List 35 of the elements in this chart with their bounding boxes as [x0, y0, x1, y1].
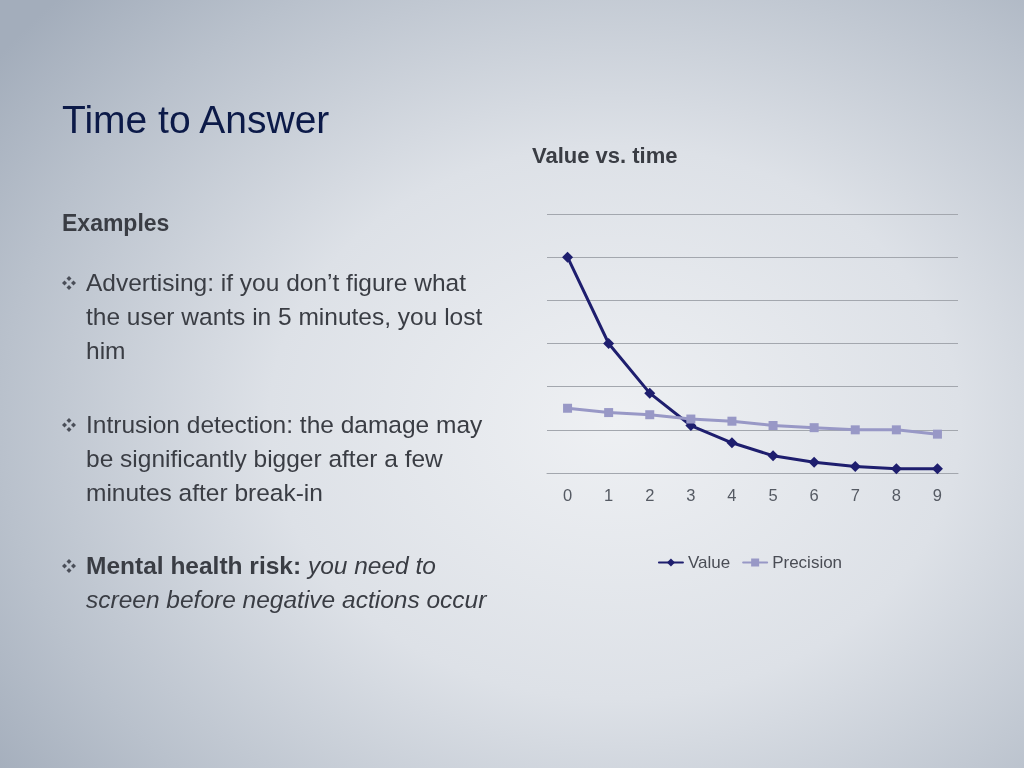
x-tick-label: 3	[686, 485, 696, 504]
point	[808, 456, 820, 468]
text: Time to Answer	[62, 98, 330, 142]
point	[809, 423, 819, 433]
text: Intrusion detection: the damage may be significantly bigger after a few minutes after break-in	[86, 410, 484, 508]
point	[850, 425, 860, 435]
x-tick-label: 6	[809, 485, 819, 504]
x-tick-label: 1	[604, 485, 614, 504]
x-tick-label: 2	[645, 485, 655, 504]
legend-label: Value	[687, 553, 731, 572]
point	[727, 416, 737, 426]
x-tick-label: 0	[562, 485, 573, 504]
point	[686, 414, 696, 424]
point	[604, 408, 614, 418]
x-tick-label: 4	[727, 485, 737, 504]
point	[767, 450, 779, 462]
point	[603, 338, 615, 349]
x-tick-label: 9	[932, 485, 943, 504]
text: Advertising: if you don’t figure what the user wants in 5 minutes, you lost him	[86, 268, 484, 366]
point	[645, 410, 655, 420]
chart-title: Value vs. time	[532, 142, 678, 168]
x-tick-label: 7	[850, 485, 860, 504]
text: Examples	[62, 210, 170, 237]
point	[644, 387, 656, 399]
point	[563, 403, 573, 413]
point	[891, 425, 901, 435]
legend-label: Precision	[772, 553, 843, 572]
x-tick-label: 5	[768, 485, 778, 504]
text: Mental health risk: you need to screen before negative actions occur	[86, 552, 487, 613]
point	[768, 421, 778, 431]
point	[932, 429, 942, 439]
point	[849, 461, 861, 473]
point	[562, 251, 574, 263]
point	[726, 437, 738, 449]
x-tick-label: 8	[891, 485, 901, 504]
